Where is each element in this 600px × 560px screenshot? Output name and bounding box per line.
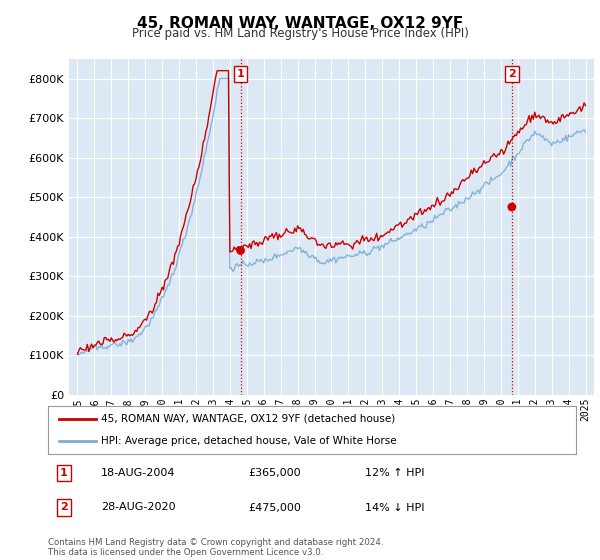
Text: 12% ↑ HPI: 12% ↑ HPI	[365, 468, 424, 478]
Text: 1: 1	[60, 468, 68, 478]
Text: 18-AUG-2004: 18-AUG-2004	[101, 468, 175, 478]
Text: 2: 2	[60, 502, 68, 512]
Text: £365,000: £365,000	[248, 468, 301, 478]
Point	[507, 203, 517, 212]
Text: 2: 2	[508, 69, 516, 79]
Text: 45, ROMAN WAY, WANTAGE, OX12 9YF: 45, ROMAN WAY, WANTAGE, OX12 9YF	[137, 16, 463, 31]
Text: £475,000: £475,000	[248, 502, 302, 512]
Text: Price paid vs. HM Land Registry's House Price Index (HPI): Price paid vs. HM Land Registry's House …	[131, 27, 469, 40]
Text: 45, ROMAN WAY, WANTAGE, OX12 9YF (detached house): 45, ROMAN WAY, WANTAGE, OX12 9YF (detach…	[101, 414, 395, 424]
Text: Contains HM Land Registry data © Crown copyright and database right 2024.
This d: Contains HM Land Registry data © Crown c…	[48, 538, 383, 557]
Text: 14% ↓ HPI: 14% ↓ HPI	[365, 502, 424, 512]
Text: 1: 1	[236, 69, 244, 79]
Point	[236, 246, 245, 255]
Text: 28-AUG-2020: 28-AUG-2020	[101, 502, 175, 512]
Text: HPI: Average price, detached house, Vale of White Horse: HPI: Average price, detached house, Vale…	[101, 436, 397, 446]
